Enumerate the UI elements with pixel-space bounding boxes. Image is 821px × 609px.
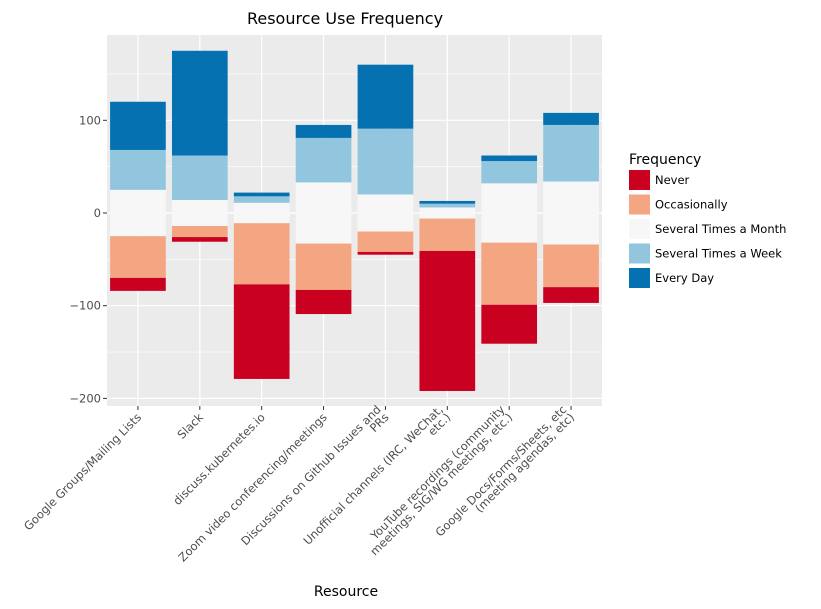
bar-never (295, 289, 352, 315)
bar-several-times-a-week (481, 161, 538, 184)
bar-every-day (233, 192, 290, 197)
legend-title: Frequency (629, 152, 701, 168)
bar-several-times-a-month (543, 181, 599, 245)
bar-never (419, 251, 476, 391)
x-axis-title: Resource (314, 584, 378, 600)
bar-never (233, 284, 290, 379)
bar-several-times-a-week (357, 128, 414, 195)
x-tick-label-line: Google Groups/Mailing Lists (21, 410, 144, 533)
legend-swatch-several-times-a-week (629, 243, 650, 264)
bars (110, 50, 599, 391)
y-axis: −200 −100 0 100 (69, 113, 107, 405)
bar-several-times-a-month (110, 189, 166, 237)
bar-occasionally (481, 242, 538, 305)
x-tick-label-line: Slack (174, 410, 206, 442)
bar-every-day (481, 155, 538, 162)
bar-never (357, 251, 414, 255)
bar-never (481, 304, 538, 344)
y-tick-label: −100 (69, 299, 101, 313)
legend-label-every-day: Every Day (655, 271, 714, 285)
legend-swatch-several-times-a-month (629, 219, 650, 239)
bar-occasionally (171, 225, 228, 238)
bar-never (543, 287, 599, 303)
bar-every-day (171, 50, 228, 156)
bar-every-day (295, 124, 352, 138)
chart-title: Resource Use Frequency (247, 9, 443, 28)
legend-label-occasionally: Occasionally (655, 198, 728, 212)
bar-every-day (357, 64, 414, 129)
bar-occasionally (295, 243, 352, 290)
bar-occasionally (543, 244, 599, 288)
bar-occasionally (110, 236, 166, 278)
y-tick-label: 100 (79, 113, 101, 127)
bar-several-times-a-month (233, 202, 290, 224)
bar-every-day (419, 200, 476, 204)
bar-several-times-a-month (357, 194, 414, 232)
x-tick-label: Slack (174, 410, 206, 442)
x-axis: Google Groups/Mailing Lists Slackdiscuss.… (21, 402, 577, 564)
legend-swatch-every-day (629, 268, 650, 288)
y-tick-label: 0 (94, 206, 101, 220)
legend: Frequency Never Occasionally Several Times… (629, 152, 786, 288)
bar-several-times-a-week (171, 155, 228, 201)
y-tick-label: −200 (69, 391, 101, 405)
legend-swatch-never (629, 170, 650, 190)
bar-never (171, 237, 228, 242)
legend-label-several-times-a-week: Several Times a Week (655, 247, 782, 261)
bar-never (110, 277, 166, 291)
bar-occasionally (357, 231, 414, 252)
bar-every-day (543, 112, 599, 125)
bar-every-day (110, 101, 166, 150)
bar-several-times-a-week (110, 149, 166, 190)
bar-several-times-a-month (295, 182, 352, 244)
bar-several-times-a-month (419, 207, 476, 219)
legend-swatch-occasionally (629, 194, 650, 215)
legend-label-never: Never (655, 173, 690, 187)
bar-several-times-a-week (295, 137, 352, 183)
x-tick-label: Google Groups/Mailing Lists (21, 410, 144, 533)
bar-several-times-a-month (481, 183, 538, 243)
bar-several-times-a-month (171, 200, 228, 226)
bar-several-times-a-week (543, 124, 599, 182)
bar-occasionally (419, 218, 476, 252)
bar-occasionally (233, 223, 290, 285)
bar-several-times-a-week (233, 196, 290, 203)
legend-label-several-times-a-month: Several Times a Month (655, 222, 786, 236)
bar-several-times-a-week (419, 203, 476, 208)
